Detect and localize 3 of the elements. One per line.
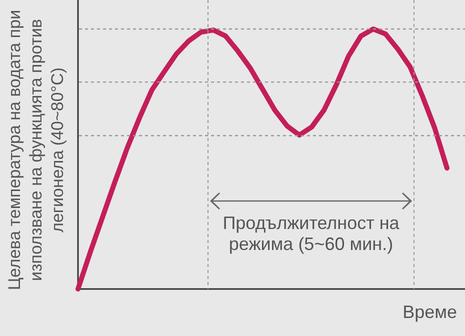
annotation: Продължителност на режима (5~60 мин.) <box>222 213 400 254</box>
x-axis-title: Време <box>402 302 457 322</box>
y-axis-title: Целева температура на водата при използване на функцията против легионела (40~80°C) <box>5 10 67 290</box>
